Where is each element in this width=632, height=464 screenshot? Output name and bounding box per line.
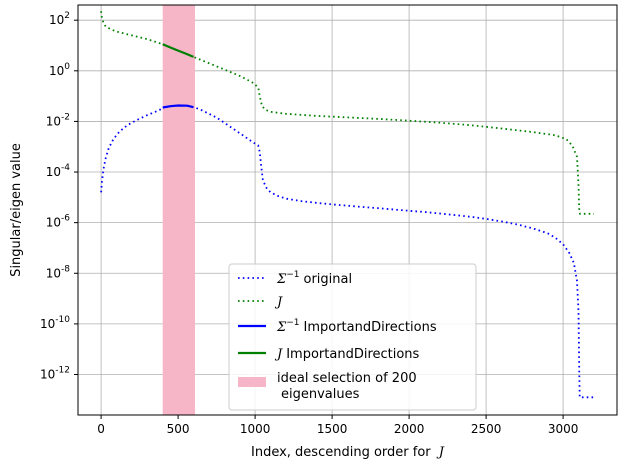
y-tick-label-7: 10-12 [40, 366, 70, 382]
x-axis-ticks: 0 500 1000 1500 2000 2500 3000 [97, 415, 578, 436]
legend-swatch-highlight [238, 377, 266, 387]
y-tick-label-0: 102 [49, 11, 70, 27]
y-tick-label-2: 10-2 [46, 112, 70, 128]
series-layer [100, 11, 594, 399]
y-tick-label-3: 10-4 [46, 163, 71, 179]
x-axis-label: Index, descending order for J [251, 445, 445, 460]
y-tick-label-1: 100 [49, 62, 70, 78]
series-line-0 [100, 104, 594, 399]
x-tick-label-4: 2000 [394, 422, 425, 436]
legend-label-1: J [274, 295, 283, 310]
highlight-region-layer [162, 5, 196, 415]
legend-label-2: Σ−1 ImportandDirections [276, 318, 437, 335]
highlight-region [162, 5, 196, 415]
x-tick-label-2: 1000 [240, 422, 271, 436]
series-line-3 [162, 43, 194, 58]
legend-label-highlight-line1: ideal selection of 200 [277, 371, 417, 386]
legend: Σ−1 original J Σ−1 ImportandDirections J Impor… [228, 263, 477, 411]
x-tick-label-0: 0 [97, 422, 105, 436]
legend-label-highlight-line2: eigenvalues [281, 387, 360, 402]
x-axis-label-text: Index, descending order for [251, 445, 431, 460]
plot-frame [77, 4, 618, 416]
legend-box [228, 263, 477, 411]
x-tick-label-6: 3000 [548, 422, 579, 436]
legend-label-3: J ImportandDirections [274, 347, 420, 362]
y-axis-ticks: 102 100 10-2 10-4 10-6 10-8 10-10 10-12 [40, 11, 78, 382]
x-tick-label-3: 1500 [317, 422, 348, 436]
legend-label-0: Σ−1 original [276, 270, 352, 287]
y-tick-label-4: 10-6 [46, 214, 71, 230]
x-tick-label-1: 500 [167, 422, 190, 436]
y-axis-label: Singular/eigen value [9, 143, 24, 277]
series-line-1 [100, 11, 594, 215]
series-line-2 [162, 104, 194, 109]
x-axis-label-math: J [436, 445, 445, 460]
x-tick-label-5: 2500 [471, 422, 502, 436]
y-tick-label-5: 10-8 [46, 264, 71, 280]
y-tick-label-6: 10-10 [40, 315, 70, 331]
